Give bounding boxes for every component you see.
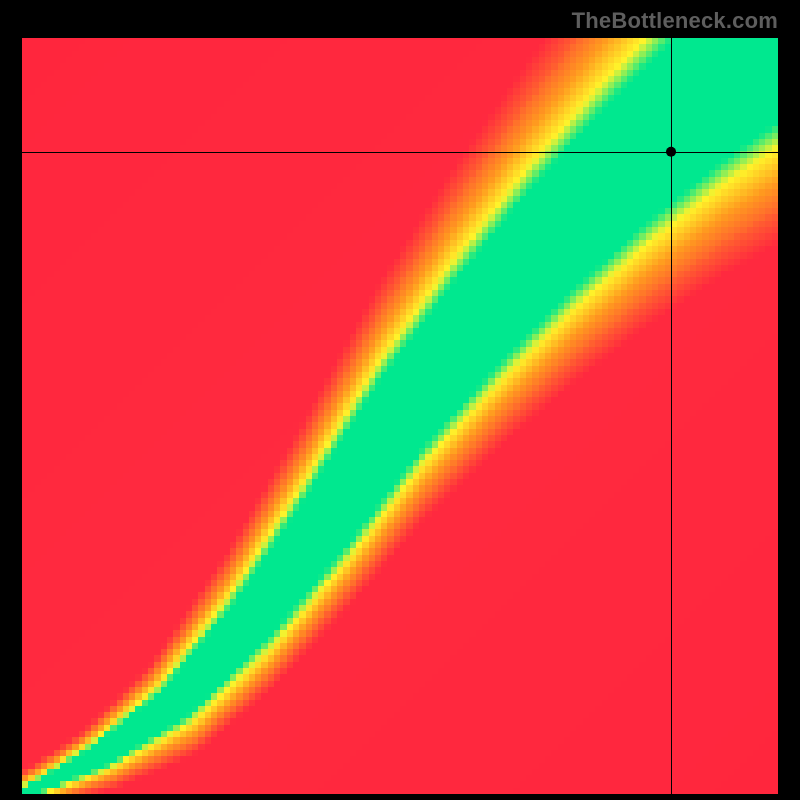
bottleneck-heatmap [22,38,778,794]
figure-container: TheBottleneck.com [0,0,800,800]
watermark-text: TheBottleneck.com [572,8,778,34]
